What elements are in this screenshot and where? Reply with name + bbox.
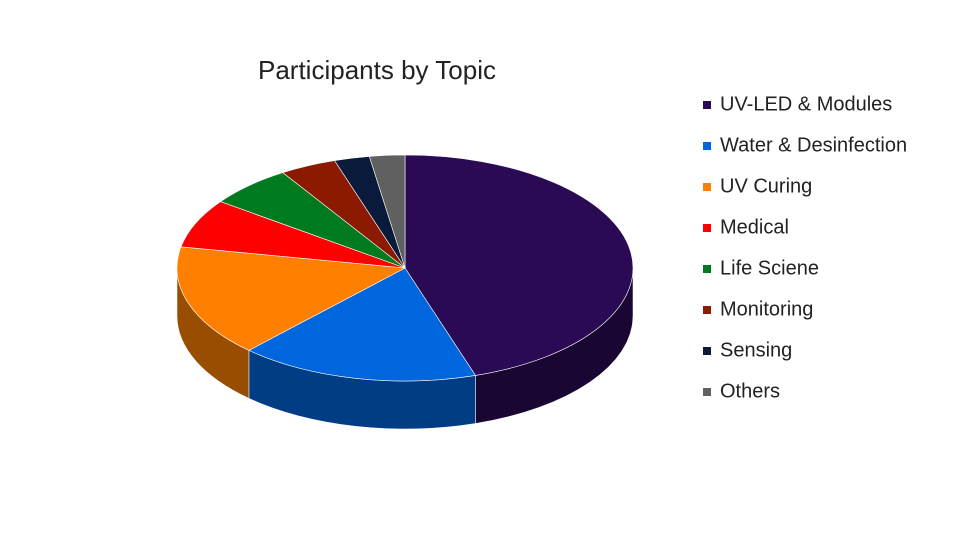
- legend-label: Water & Desinfection: [720, 134, 907, 156]
- legend-swatch: [703, 265, 711, 273]
- legend-swatch: [703, 306, 711, 314]
- legend-swatch: [703, 224, 711, 232]
- legend-label: Life Sciene: [720, 257, 819, 279]
- slice: [404, 154, 634, 376]
- legend-label: UV Curing: [720, 175, 812, 197]
- legend-label: Medical: [720, 216, 789, 238]
- legend-label: Others: [720, 380, 780, 402]
- legend-label: UV-LED & Modules: [720, 93, 892, 115]
- legend-swatch: [703, 101, 711, 109]
- legend-swatch: [703, 388, 711, 396]
- legend-swatch: [703, 142, 711, 150]
- legend-swatch: [703, 347, 711, 355]
- slice: [176, 246, 407, 351]
- legend-swatch: [703, 183, 711, 191]
- legend-label: Monitoring: [720, 298, 813, 320]
- legend-label: Sensing: [720, 339, 792, 361]
- slice: [368, 154, 406, 269]
- chart-title: Participants by Topic: [258, 55, 496, 85]
- slice: [248, 267, 476, 382]
